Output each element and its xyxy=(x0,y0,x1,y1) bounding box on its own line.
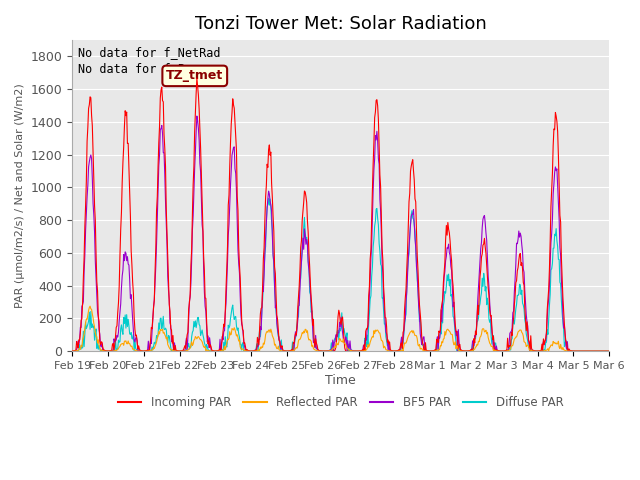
Text: No data for f_NetRad: No data for f_NetRad xyxy=(77,47,220,60)
Text: No data for f_Pyran: No data for f_Pyran xyxy=(77,63,213,76)
X-axis label: Time: Time xyxy=(325,374,356,387)
Text: TZ_tmet: TZ_tmet xyxy=(166,70,223,83)
Title: Tonzi Tower Met: Solar Radiation: Tonzi Tower Met: Solar Radiation xyxy=(195,15,486,33)
Legend: Incoming PAR, Reflected PAR, BF5 PAR, Diffuse PAR: Incoming PAR, Reflected PAR, BF5 PAR, Di… xyxy=(113,391,568,414)
Y-axis label: PAR (μmol/m2/s) / Net and Solar (W/m2): PAR (μmol/m2/s) / Net and Solar (W/m2) xyxy=(15,83,25,308)
